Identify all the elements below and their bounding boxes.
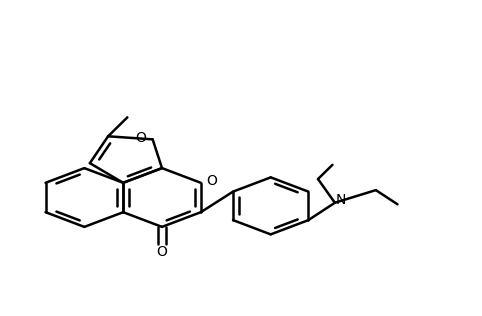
- Text: O: O: [206, 174, 217, 188]
- Text: O: O: [135, 131, 146, 145]
- Text: O: O: [157, 245, 167, 259]
- Text: N: N: [335, 193, 346, 207]
